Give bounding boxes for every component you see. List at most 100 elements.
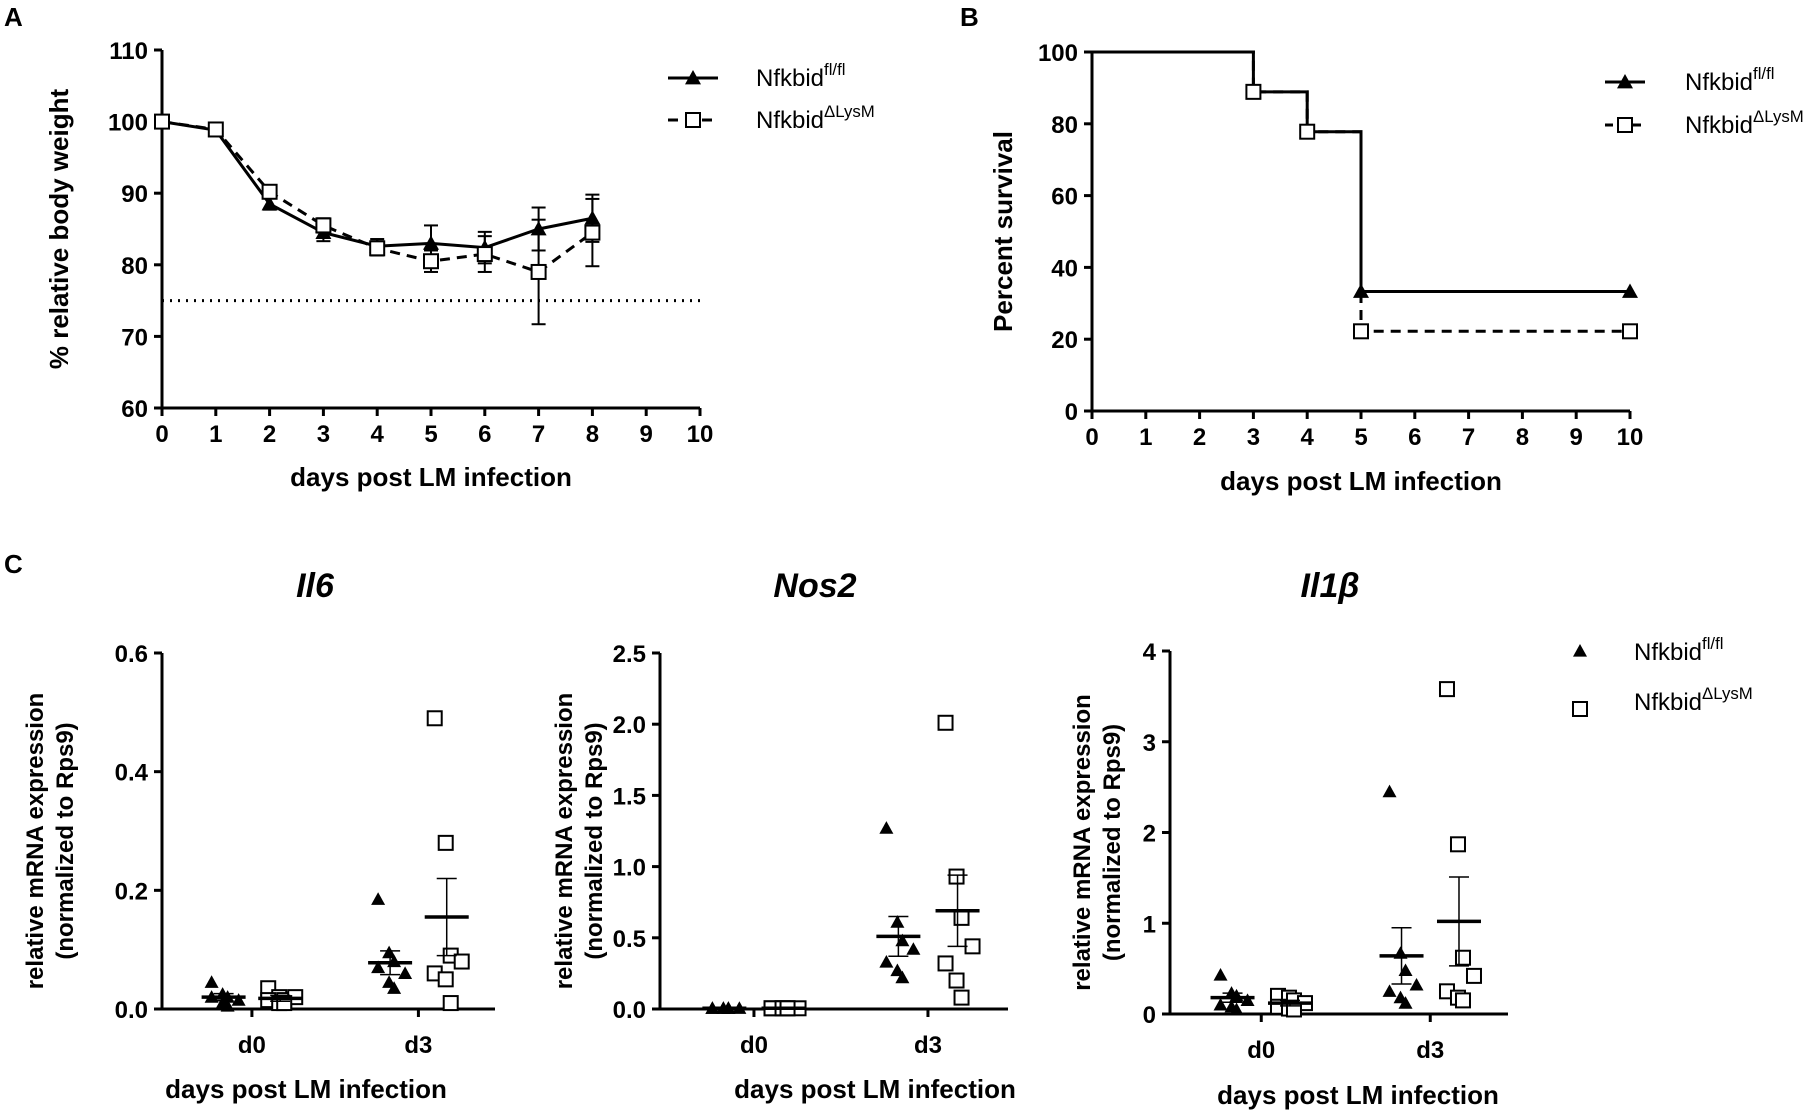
x-tick-label: 4 — [1301, 424, 1315, 451]
data-point-square — [1454, 992, 1471, 1009]
data-point-triangle — [1382, 784, 1397, 798]
y-axis-label: Percent survival — [988, 131, 1018, 332]
panel-label-a: A — [4, 2, 23, 32]
y-tick-label: 0 — [1143, 1002, 1156, 1029]
y-tick-label: 90 — [121, 181, 148, 208]
y-tick-label: 2.0 — [613, 712, 646, 739]
y-tick-label: 0.0 — [613, 997, 646, 1024]
x-axis-label: days post LM infection — [290, 462, 572, 492]
x-tick-label: 3 — [1247, 424, 1260, 451]
x-tick-label: 2 — [1193, 424, 1206, 451]
y-tick-label: 70 — [121, 324, 148, 351]
y-tick-label: 0.0 — [115, 997, 148, 1024]
y-tick-label: 20 — [1051, 327, 1078, 354]
legend-b — [1605, 74, 1645, 133]
x-tick-label: 0 — [155, 421, 168, 448]
legend-label-ko: NfkbidΔLysM — [1685, 107, 1804, 139]
y-axis-label: % relative body weight — [44, 89, 74, 370]
y-axis-label: relative mRNA expression (normalized to R… — [551, 693, 608, 990]
category-label: d3 — [1416, 1037, 1444, 1064]
y-tick-label: 100 — [1038, 40, 1078, 67]
data-point-square — [1454, 949, 1471, 966]
data-point-triangle — [879, 821, 894, 834]
legend-marker-square — [1572, 701, 1588, 717]
y-tick-label: 0.5 — [613, 926, 646, 953]
data-point-square — [584, 224, 601, 241]
x-tick-label: 1 — [1139, 424, 1152, 451]
data-point-square — [1438, 681, 1455, 698]
x-tick-label: 10 — [687, 421, 714, 448]
legend-label-fl: Nfkbidfl/fl — [1634, 634, 1723, 666]
plot-title: Il1β — [1301, 567, 1360, 605]
y-axis-label: relative mRNA expression (normalized to R… — [1069, 694, 1126, 991]
data-point-square — [937, 955, 954, 972]
data-point-square — [315, 217, 332, 234]
panel-c-chart-3: 0 1 2 3 4 d0 d3 Il1β days post LM infection relat… — [1069, 567, 1508, 1110]
survival-step-line — [1092, 50, 1630, 333]
legend-marker-triangle — [1573, 644, 1587, 657]
data-point-triangle — [1382, 984, 1397, 997]
y-tick-label: 40 — [1051, 255, 1078, 282]
data-point-square — [369, 240, 386, 257]
data-point-square — [207, 121, 224, 138]
x-tick-label: 2 — [263, 421, 276, 448]
y-tick-label: 0.6 — [115, 641, 148, 668]
legend-label-ko: NfkbidΔLysM — [756, 102, 875, 134]
y-tick-label: 1 — [1143, 911, 1156, 938]
x-tick-label: 1 — [209, 421, 222, 448]
data-point-square — [1449, 836, 1466, 853]
data-point-triangle — [398, 966, 413, 979]
x-axis-label: days post LM infection — [1217, 1080, 1499, 1110]
x-tick-label: 5 — [1354, 424, 1367, 451]
panel-c-chart-1: 0.0 0.2 0.4 0.6 d0 d3 Il6 days post LM infectio… — [22, 567, 495, 1104]
data-point-triangle — [1622, 283, 1638, 298]
data-point-square — [1353, 323, 1369, 340]
data-point-triangle — [261, 195, 278, 211]
data-point-square — [261, 183, 278, 200]
legend-marker-square — [1617, 117, 1633, 133]
data-point-square — [453, 953, 470, 970]
data-point-square — [1465, 967, 1482, 984]
data-point-square — [1299, 123, 1316, 140]
x-tick-label: 6 — [478, 421, 491, 448]
x-tick-label: 9 — [1570, 424, 1583, 451]
panel-c-chart-2: 0.0 0.5 1.0 1.5 2.0 2.5 d0 d3 Nos2 days post LM i… — [551, 567, 1016, 1104]
legend-marker-triangle — [1617, 74, 1633, 89]
category-label: d0 — [1247, 1037, 1275, 1064]
legend-c — [1572, 644, 1588, 717]
x-tick-label: 8 — [1516, 424, 1529, 451]
data-point-triangle — [879, 955, 894, 968]
y-axis-label: relative mRNA expression (normalized to R… — [22, 693, 79, 990]
data-point-square — [964, 938, 981, 955]
x-tick-label: 10 — [1617, 424, 1644, 451]
x-axis-label: days post LM infection — [734, 1074, 1016, 1104]
y-tick-label: 0.4 — [115, 760, 149, 787]
data-point-triangle — [895, 970, 910, 984]
x-tick-label: 3 — [317, 421, 330, 448]
data-point-triangle — [387, 981, 402, 994]
data-point-triangle — [423, 235, 439, 250]
data-point-triangle — [1229, 1002, 1244, 1016]
y-tick-label: 80 — [1051, 112, 1078, 139]
legend-marker-square — [685, 112, 701, 128]
category-label: d0 — [238, 1032, 266, 1059]
data-point-triangle — [1398, 996, 1413, 1009]
y-tick-label: 0.2 — [115, 878, 148, 905]
data-point-triangle — [371, 892, 386, 905]
data-point-triangle — [371, 960, 386, 974]
plot-title: Il6 — [296, 567, 335, 605]
y-tick-label: 0 — [1065, 399, 1078, 426]
y-tick-label: 1.5 — [613, 783, 646, 810]
y-tick-label: 60 — [1051, 184, 1078, 211]
panel-a-chart: 0 1 2 3 4 5 6 7 8 9 10 60 70 80 90 100 110 days post LM i… — [44, 38, 713, 492]
data-point-triangle — [906, 942, 921, 955]
y-tick-label: 1.0 — [613, 855, 646, 882]
data-point-square — [948, 972, 965, 989]
data-point-triangle — [204, 975, 219, 988]
legend-label-ko: NfkbidΔLysM — [1634, 684, 1753, 716]
data-point-triangle — [1213, 997, 1228, 1011]
data-point-square — [426, 710, 443, 727]
y-tick-label: 2 — [1143, 821, 1156, 848]
x-axis-label: days post LM infection — [1220, 466, 1502, 496]
